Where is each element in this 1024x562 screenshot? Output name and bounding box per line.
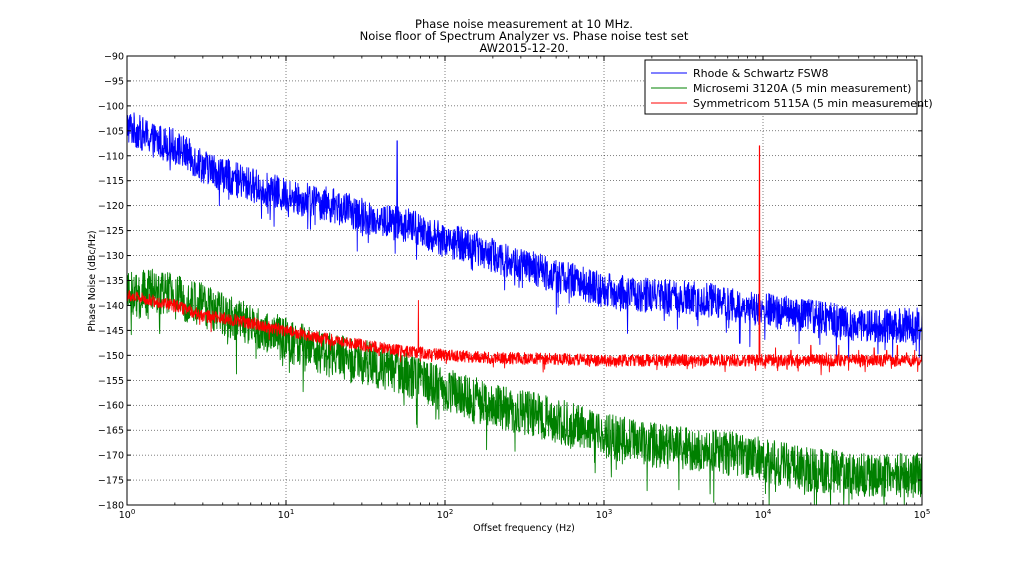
y-tick-label: −150 — [98, 351, 124, 362]
x-tick-label: 105 — [914, 508, 931, 521]
legend: Rhode & Schwartz FSW8 Microsemi 3120A (5 … — [644, 59, 933, 115]
chart-title-line-2: Noise floor of Spectrum Analyzer vs. Pha… — [360, 29, 689, 43]
series-line-1 — [126, 268, 923, 506]
y-axis-label: Phase Noise (dBc/Hz) — [87, 230, 98, 331]
y-tick-label: −140 — [98, 301, 124, 312]
x-tick-label: 100 — [119, 508, 136, 521]
legend-label: Microsemi 3120A (5 min measurement) — [693, 82, 911, 95]
y-tick-label: −105 — [98, 126, 124, 137]
y-tick-label: −110 — [98, 151, 124, 162]
series-line-2 — [126, 145, 923, 376]
legend-box — [644, 59, 918, 115]
legend-label: Symmetricom 5115A (5 min measurement) — [693, 97, 933, 110]
y-tick-label: −175 — [98, 476, 124, 487]
chart-title-line-3: AW2015-12-20. — [479, 41, 568, 55]
y-tick-label: −155 — [98, 376, 124, 387]
y-tick-label: −170 — [98, 451, 124, 462]
legend-label: Rhode & Schwartz FSW8 — [693, 67, 829, 80]
x-tick-label: 104 — [755, 508, 772, 521]
series-layer — [126, 112, 923, 506]
y-tick-label: −95 — [104, 76, 124, 87]
series-line-0 — [126, 112, 923, 360]
chart-title-line-1: Phase noise measurement at 10 MHz. — [415, 17, 633, 31]
y-tick-label: −165 — [98, 426, 124, 437]
x-tick-label: 102 — [437, 508, 454, 521]
y-tick-label: −130 — [98, 251, 124, 262]
x-axis-label: Offset frequency (Hz) — [473, 523, 575, 534]
axis-ticks: −180 −175 −170 −165 −160 −155 −150 −145 −140 −135… — [98, 52, 930, 522]
y-tick-label: −135 — [98, 276, 124, 287]
y-tick-label: −90 — [104, 52, 124, 63]
x-tick-label: 103 — [596, 508, 613, 521]
y-tick-label: −145 — [98, 326, 124, 337]
y-tick-label: −115 — [98, 176, 124, 187]
y-tick-label: −100 — [98, 101, 124, 112]
y-tick-label: −180 — [98, 501, 124, 512]
y-tick-label: −125 — [98, 226, 124, 237]
x-tick-label: 101 — [278, 508, 295, 521]
y-tick-label: −120 — [98, 201, 124, 212]
y-tick-label: −160 — [98, 401, 124, 412]
